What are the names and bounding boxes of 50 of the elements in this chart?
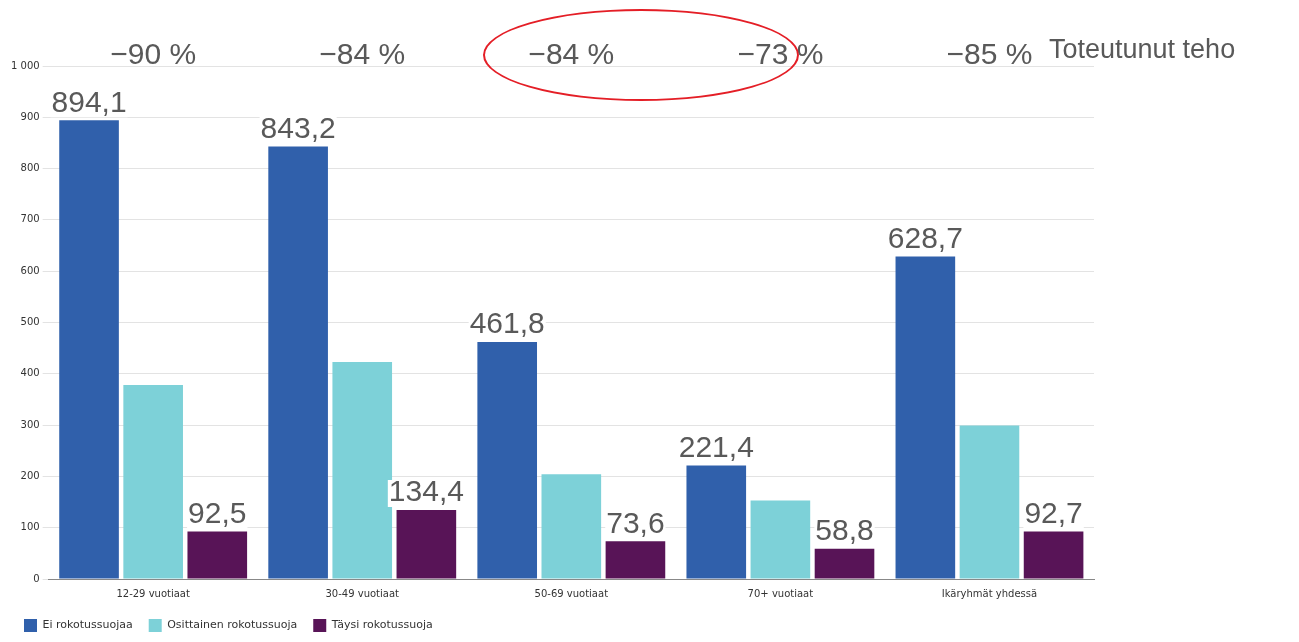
data-label: 628,7 [887,220,963,254]
bar [541,474,602,579]
bar [332,362,393,579]
text: Toteutunut teho [1049,34,1236,64]
bar [477,342,538,579]
x-tick-label: 70+ vuotiaat [747,587,814,599]
legend-label: Ei rokotussuojaa [42,618,133,632]
bar [959,425,1020,579]
bar [123,385,183,579]
bar [605,541,666,579]
legend-label: Täysi rokotussuoja [330,618,433,632]
x-tick-label: Ikäryhmät yhdessä [941,587,1038,599]
y-tick-label: 800 [20,162,40,174]
data-label: 92,5 [188,495,247,529]
data-label: 461,8 [469,306,545,340]
y-tick-label: 400 [20,367,40,379]
data-label: 843,2 [260,110,336,144]
bar [814,548,875,579]
annotation: −84 % [528,37,615,70]
bar [268,146,328,579]
annotation: −85 % [946,37,1033,70]
y-tick-label: 1 000 [10,59,40,71]
x-tick-label: 50-69 vuotiaat [534,587,609,599]
x-tick-label: 30-49 vuotiaat [325,587,400,599]
y-tick-label: 200 [20,469,40,481]
data-label: 134,4 [388,474,464,508]
bar [750,500,811,579]
y-tick-label: 900 [20,110,40,122]
annotation: −73 % [737,37,824,70]
y-tick-label: 300 [20,418,40,430]
legend-label: Osittainen rokotussuoja [167,618,298,632]
data-label: 58,8 [815,513,874,547]
bar [187,531,248,579]
annotation: −90 % [110,37,197,70]
bar [396,510,457,579]
y-tick-label: 100 [20,521,40,533]
annotation: −84 % [319,37,406,70]
data-label: 221,4 [678,429,754,463]
data-label: 894,1 [51,84,127,118]
y-tick-label: 500 [20,316,40,328]
y-tick-label: 600 [20,264,40,276]
bar [59,120,119,579]
y-tick-label: 0 [33,572,40,584]
bar [895,256,956,579]
data-label: 73,6 [606,505,665,539]
data-label: 92,7 [1024,495,1083,529]
y-tick-label: 700 [20,213,40,225]
bar [1023,531,1084,579]
bar [686,465,747,579]
x-tick-label: 12-29 vuotiaat [116,587,190,599]
